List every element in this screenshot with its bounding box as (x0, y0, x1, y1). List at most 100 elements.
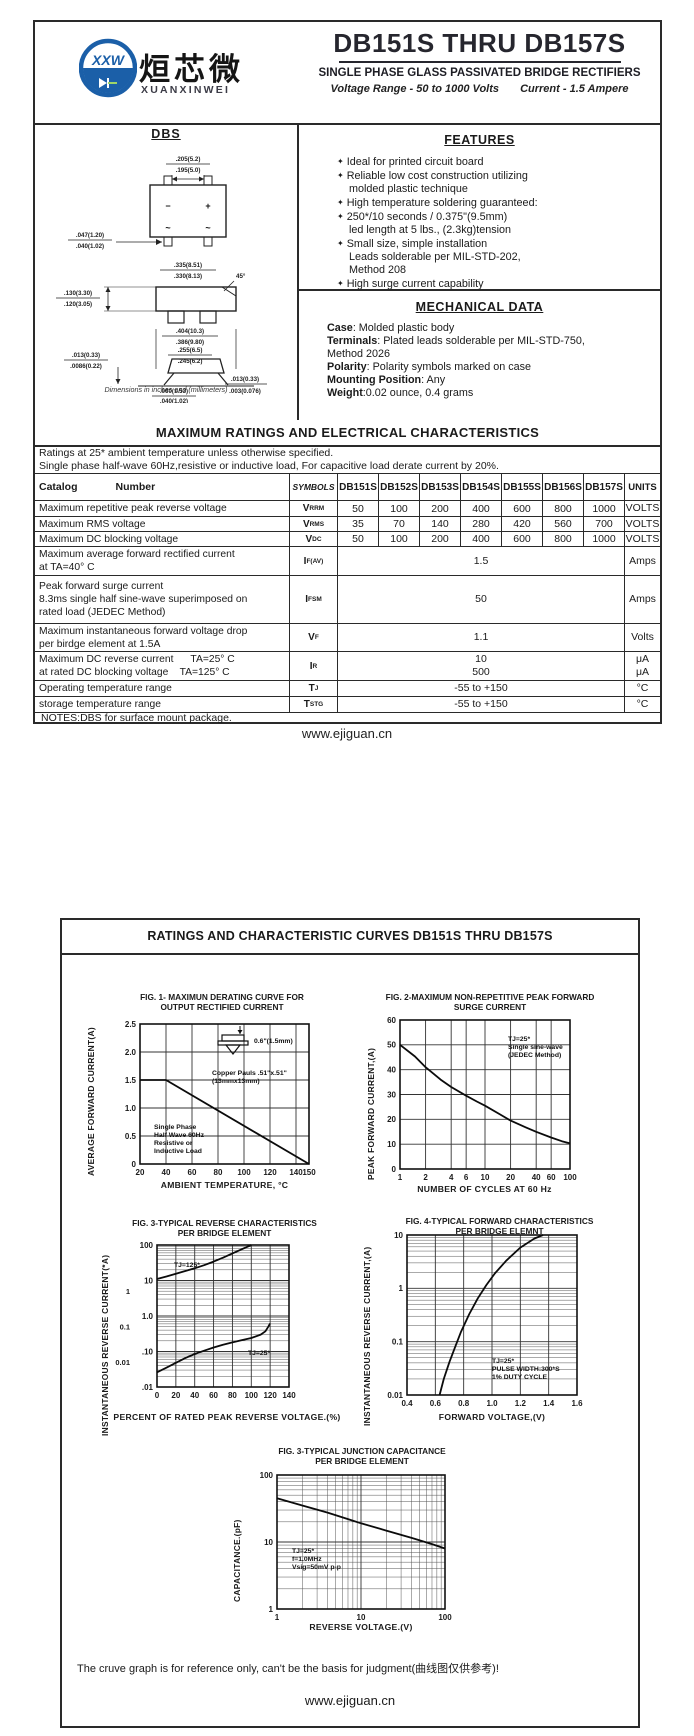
svg-text:.10: .10 (142, 1347, 154, 1356)
brand-name-english: XUANXINWEI (141, 84, 231, 96)
value-cell: 280 (460, 517, 501, 531)
unit-cell: μA μA (624, 652, 660, 680)
features-pane: FEATURES ✦ Ideal for printed circuit boar… (299, 123, 660, 420)
svg-text:0.01: 0.01 (387, 1391, 403, 1400)
svg-text:60: 60 (188, 1168, 197, 1177)
svg-text:.01: .01 (142, 1383, 154, 1392)
svg-text:100: 100 (237, 1168, 251, 1177)
svg-text:6: 6 (464, 1173, 469, 1182)
table-row: Maximum repetitive peak reverse voltage V… (35, 501, 660, 517)
parameter-cell: Operating temperature range (39, 683, 172, 694)
part-number-header: DB151S (337, 474, 378, 500)
value-cell: 1000 (583, 532, 624, 546)
voltage-range: Voltage Range - 50 to 1000 Volts (330, 83, 500, 95)
svg-text:0.1: 0.1 (120, 1322, 130, 1331)
svg-text:.013(0.33): .013(0.33) (72, 352, 100, 359)
website-link[interactable]: www.ejiguan.cn (301, 726, 393, 741)
value-cell: 560 (542, 517, 583, 531)
svg-text:.245(6.2): .245(6.2) (178, 358, 203, 365)
value-cell: 50 (337, 532, 378, 546)
part-number-header: DB156S (542, 474, 583, 500)
page-title: DB151S THRU DB157S (333, 28, 626, 58)
svg-text:0.01: 0.01 (115, 1358, 130, 1367)
value-cell: 100 (378, 501, 419, 516)
bullet-arrow-icon: ✦ (337, 212, 344, 221)
fig1-y-axis-label: AVERAGE FORWARD CURRENT(A) (86, 1027, 96, 1176)
value-cell: 200 (419, 532, 460, 546)
mech-item: Case: Molded plastic body (327, 322, 455, 334)
svg-text:40: 40 (387, 1065, 396, 1074)
fig5-capacitance-chart: 1 10 100 100 10 1 (260, 1471, 453, 1622)
ratings-note-1: Ratings at 25* ambient temperature unles… (39, 447, 334, 459)
svg-text:10: 10 (394, 1231, 403, 1240)
table-header-row: Catalog Number SYMBOLS DB151S DB152S DB153S DB… (35, 474, 660, 501)
svg-text:10: 10 (387, 1140, 396, 1149)
symbol-cell: V RRM (289, 501, 337, 516)
part-number-header: DB155S (501, 474, 542, 500)
table-notes: NOTES:DBS for surface mount package. (41, 712, 232, 724)
mechanical-data-list: Case: Molded plastic body Terminals: Pla… (327, 322, 585, 400)
svg-text:.195(5.0): .195(5.0) (176, 167, 201, 174)
svg-text:1.0: 1.0 (486, 1399, 498, 1408)
brand-name-chinese: 烜芯微 (139, 52, 244, 87)
series-surge-current (399, 1044, 571, 1145)
current-rating: Current - 1.5 Ampere (520, 83, 629, 95)
subtitle: SINGLE PHASE GLASS PASSIVATED BRIDGE REC… (318, 67, 641, 79)
unit-cell: VOLTS (624, 517, 660, 531)
table-row: Operating temperature range T J -55 to +150… (35, 681, 660, 697)
svg-text:100: 100 (245, 1391, 259, 1400)
value-cell: 70 (378, 517, 419, 531)
unit-cell: Volts (624, 624, 660, 651)
title-block: DB151S THRU DB157S SINGLE PHASE GLASS PA… (307, 28, 652, 95)
svg-text:1: 1 (126, 1287, 130, 1296)
series-forward-voltage (438, 1234, 544, 1396)
fig3-reverse-chart: 0 20 40 60 80 100 120 140 100 10 1.0 .10 .01 1 0.1 0.01 (115, 1241, 296, 1400)
svg-text:100: 100 (140, 1241, 154, 1250)
fig2-title: FIG. 2-MAXIMUM NON-REPETITIVE PEAK FORWA… (385, 992, 595, 1012)
value-cell: 400 (460, 532, 501, 546)
value-cell: 1.1 (337, 624, 624, 651)
svg-text:1.0: 1.0 (142, 1312, 154, 1321)
value-cell: 800 (542, 532, 583, 546)
svg-text:20: 20 (171, 1391, 180, 1400)
svg-text:.386(9.80): .386(9.80) (176, 339, 204, 346)
svg-text:.404(10.3): .404(10.3) (176, 328, 204, 335)
series-junction-capacitance (276, 1497, 446, 1550)
value-cell: 800 (542, 501, 583, 516)
value-cell: 35 (337, 517, 378, 531)
svg-text:0: 0 (155, 1391, 160, 1400)
svg-text:10: 10 (357, 1613, 366, 1622)
features-heading: FEATURES (444, 133, 515, 147)
series-TJ=25 (156, 1322, 271, 1374)
symbol-cell: T STG (289, 697, 337, 712)
ratings-heading: MAXIMUM RATINGS AND ELECTRICAL CHARACTER… (35, 420, 660, 447)
svg-text:.040(1.02): .040(1.02) (76, 243, 104, 250)
features-list: ✦ Ideal for printed circuit board ✦ Reliab… (337, 155, 538, 291)
svg-text:10: 10 (481, 1173, 490, 1182)
symbol-cell: V RMS (289, 517, 337, 531)
logo-xxw-text: XXW (91, 52, 126, 68)
svg-text:.330(8.13): .330(8.13) (174, 273, 202, 280)
svg-text:0: 0 (132, 1160, 137, 1169)
unit-cell: °C (624, 681, 660, 696)
fig5-y-axis-label: CAPACITANCE.(pF) (232, 1519, 242, 1602)
parameter-cell: Maximum average forward rectified curren… (39, 549, 235, 573)
table-row: Maximum instantaneous forward voltage dr… (35, 624, 660, 652)
svg-text:60: 60 (387, 1016, 396, 1025)
fig2-y-axis-label: PEAK FORWARD CURRENT,(A) (366, 1047, 376, 1180)
bullet-arrow-icon: ✦ (337, 198, 344, 207)
fig1-x-axis-label: AMBIENT TEMPERATURE, °C (160, 1180, 289, 1190)
svg-text:~: ~ (205, 223, 210, 233)
package-caption: Dimensions in inches and (millimeters) (104, 385, 228, 394)
svg-text:.0086(0.22): .0086(0.22) (70, 363, 102, 370)
package-drawing-pane: DBS .205(5.2) .195(5.0) − + ~ ~ .047(1.2… (35, 123, 299, 420)
svg-text:.120(3.05): .120(3.05) (64, 301, 92, 308)
svg-text:40: 40 (162, 1168, 171, 1177)
svg-text:60: 60 (547, 1173, 556, 1182)
fig4-condition-annotation: TJ=25* PULSE WIDTH:300*S 1% DUTY CYCLE (492, 1358, 560, 1381)
catalog-number-header: Catalog Number (39, 481, 156, 493)
website-link[interactable]: www.ejiguan.cn (304, 1693, 396, 1708)
value-cell: 1.5 (337, 547, 624, 575)
svg-text:1.2: 1.2 (515, 1399, 527, 1408)
